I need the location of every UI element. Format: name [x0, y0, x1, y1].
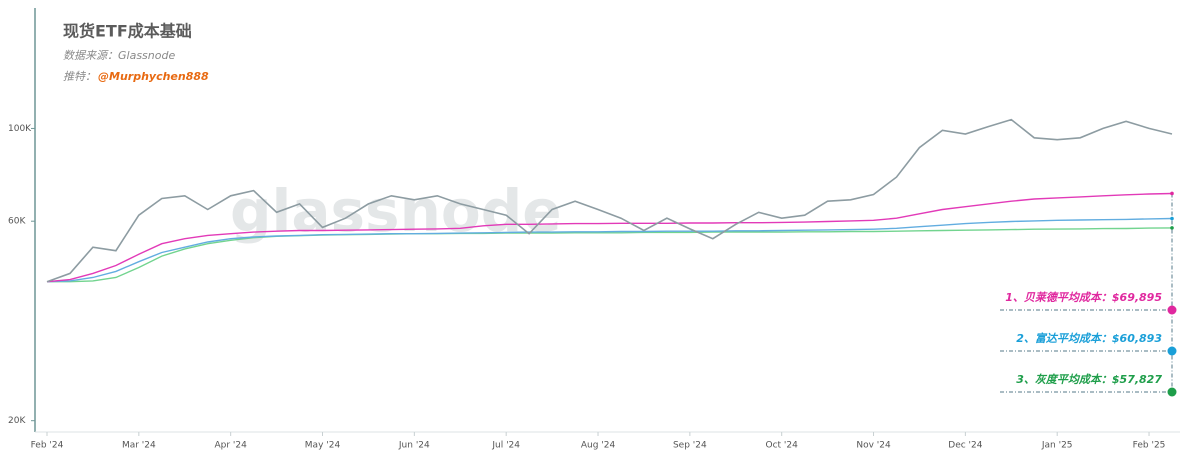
annotation-dot: [1167, 387, 1177, 397]
y-tick-label: 60K: [8, 217, 26, 227]
series-line: [46, 118, 1173, 283]
x-tick-label: Jan '25: [1041, 441, 1073, 451]
annotation-text: 1、贝莱德平均成本：: [1005, 291, 1112, 304]
annotation-value: $60,893: [1112, 332, 1162, 345]
annotation-value: $69,895: [1112, 291, 1162, 304]
y-tick-label: 20K: [8, 416, 26, 426]
annotation-text: 3、灰度平均成本：: [1016, 373, 1112, 386]
x-tick-label: Aug '24: [581, 441, 616, 451]
series-line: [47, 227, 1173, 283]
series-end-point: [1170, 191, 1174, 196]
annotation-value: $57,827: [1112, 373, 1162, 386]
series-line: [46, 192, 1173, 283]
chart-title: 现货ETF成本基础: [63, 22, 192, 41]
annotation-label: 3、灰度平均成本：$57,827: [1016, 373, 1162, 386]
credit-label: 推特：: [63, 70, 96, 83]
x-tick-label: Apr '24: [214, 441, 247, 451]
series-line: [46, 217, 1173, 283]
x-tick-label: Oct '24: [766, 441, 799, 451]
x-tick-label: Mar '24: [122, 441, 156, 451]
x-tick-label: Dec '24: [948, 441, 982, 451]
y-tick-label: 100K: [8, 124, 32, 134]
annotation-dot: [1167, 346, 1177, 356]
x-tick-label: Sep '24: [673, 441, 707, 451]
x-tick-label: Jun '24: [398, 441, 430, 451]
source: 数据来源：Glassnode: [63, 49, 175, 62]
x-tick-label: Jul '24: [491, 441, 520, 451]
annotation-text: 2、富达平均成本：: [1016, 332, 1112, 345]
x-tick-label: Feb '24: [31, 441, 64, 451]
series-end-point: [1170, 226, 1174, 230]
x-tick-label: Feb '25: [1133, 441, 1166, 451]
x-tick-label: May '24: [305, 441, 341, 451]
annotation-label: 1、贝莱德平均成本：$69,895: [1005, 291, 1162, 304]
x-tick-label: Nov '24: [856, 441, 891, 451]
credit-handle: @Murphychen888: [98, 70, 209, 83]
annotation-dot: [1167, 305, 1177, 315]
series-end-point: [1170, 216, 1174, 221]
annotation-label: 2、富达平均成本：$60,893: [1016, 332, 1162, 345]
